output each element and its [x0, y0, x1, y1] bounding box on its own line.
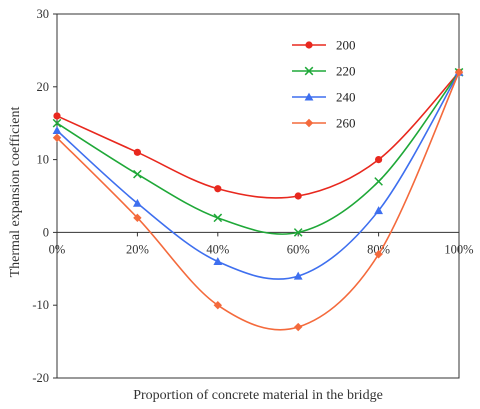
y-axis-title: Thermal expansion coefficient: [8, 107, 23, 278]
x-axis-ticks: 0% 20% 40% 60% 80% 100%: [49, 232, 474, 256]
data-point: [213, 257, 223, 266]
y-tick-label: -20: [32, 371, 49, 385]
series-line: [56, 71, 460, 280]
y-tick-label: 0: [43, 225, 49, 239]
data-point: [214, 185, 222, 193]
x-tick-label: 100%: [444, 242, 473, 256]
data-point: [133, 148, 141, 156]
data-point: [133, 169, 142, 179]
y-tick-label: -10: [32, 298, 49, 312]
data-point: [304, 118, 314, 128]
data-point: [52, 126, 62, 134]
data-point: [213, 213, 223, 223]
data-point: [52, 118, 62, 128]
series-line: [56, 71, 460, 199]
y-tick-label: 10: [37, 153, 50, 167]
data-point: [454, 68, 464, 77]
series-line: [56, 71, 460, 235]
y-tick-label: 20: [37, 80, 50, 94]
x-tick-label: 20%: [126, 242, 149, 256]
plot-border: [56, 13, 460, 379]
data-point: [294, 322, 303, 332]
series-260: [52, 68, 464, 332]
legend-label: 220: [336, 64, 356, 79]
data-point: [294, 192, 302, 200]
legend-label: 260: [336, 116, 356, 131]
data-point: [53, 112, 61, 120]
data-point: [374, 206, 383, 215]
legend-entry: 200: [292, 38, 356, 53]
legend-entry: 240: [292, 90, 356, 105]
legend: 200 220 240 260: [292, 38, 356, 131]
series-200: [53, 68, 463, 200]
data-point: [304, 92, 314, 101]
data-point: [375, 156, 383, 164]
x-tick-label: 40%: [206, 242, 229, 256]
series-240: [52, 67, 464, 280]
y-axis-ticks: -20 -10 0 10 20 30: [32, 7, 57, 385]
data-point: [293, 228, 303, 237]
data-point: [52, 133, 62, 142]
legend-label: 240: [336, 90, 356, 105]
y-tick-label: 30: [37, 7, 50, 21]
legend-entry: 220: [292, 64, 356, 79]
legend-label: 200: [336, 38, 356, 53]
series-layer: [52, 67, 464, 332]
data-point: [213, 301, 222, 310]
data-point: [133, 198, 142, 207]
data-point: [374, 250, 383, 259]
data-point: [305, 41, 313, 49]
plot-frame: [56, 13, 460, 379]
x-tick-label: 0%: [49, 242, 66, 256]
x-tick-label: 60%: [287, 242, 310, 256]
legend-entry: 260: [292, 116, 356, 131]
data-point: [304, 66, 314, 76]
data-point: [293, 271, 303, 280]
data-point: [374, 177, 383, 186]
data-point: [133, 213, 142, 223]
series-line: [56, 71, 460, 331]
x-axis-title: Proportion of concrete material in the b…: [133, 388, 383, 403]
